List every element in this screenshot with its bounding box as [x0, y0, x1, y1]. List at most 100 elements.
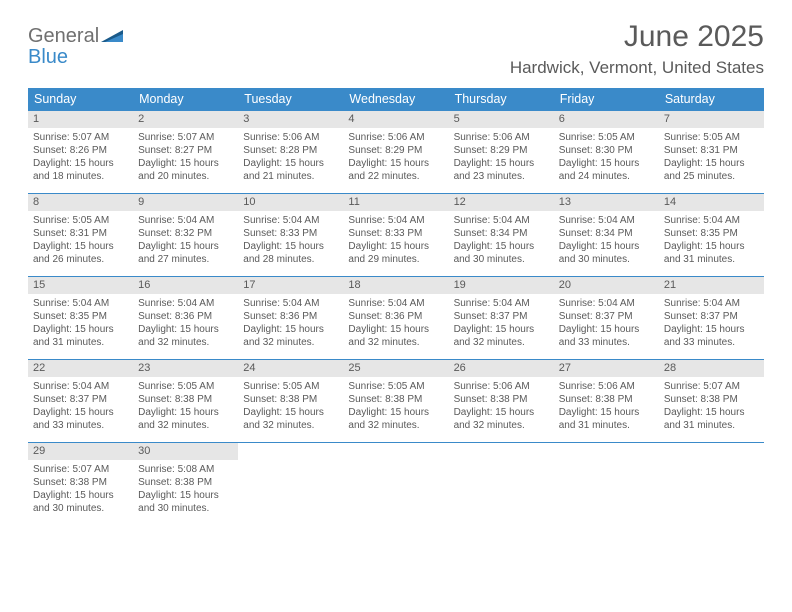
day-cell: 22Sunrise: 5:04 AMSunset: 8:37 PMDayligh… [28, 360, 133, 442]
daylight-line: Daylight: 15 hours and 30 minutes. [33, 490, 114, 514]
daylight-line: Daylight: 15 hours and 32 minutes. [348, 407, 429, 431]
sunset-line: Sunset: 8:29 PM [348, 145, 422, 156]
day-number: 20 [554, 277, 659, 294]
sunrise-line: Sunrise: 5:06 AM [348, 132, 424, 143]
sunrise-line: Sunrise: 5:05 AM [559, 132, 635, 143]
sunset-line: Sunset: 8:31 PM [33, 228, 107, 239]
sunrise-line: Sunrise: 5:04 AM [664, 215, 740, 226]
day-number: 14 [659, 194, 764, 211]
daylight-line: Daylight: 15 hours and 31 minutes. [33, 324, 114, 348]
sunrise-line: Sunrise: 5:04 AM [348, 298, 424, 309]
sunrise-line: Sunrise: 5:06 AM [559, 381, 635, 392]
day-body: Sunrise: 5:07 AMSunset: 8:38 PMDaylight:… [659, 377, 764, 436]
calendar-grid: SundayMondayTuesdayWednesdayThursdayFrid… [28, 88, 764, 525]
sunset-line: Sunset: 8:33 PM [348, 228, 422, 239]
daylight-line: Daylight: 15 hours and 25 minutes. [664, 158, 745, 182]
daylight-line: Daylight: 15 hours and 32 minutes. [138, 407, 219, 431]
day-number: 17 [238, 277, 343, 294]
day-cell: 10Sunrise: 5:04 AMSunset: 8:33 PMDayligh… [238, 194, 343, 276]
daylight-line: Daylight: 15 hours and 33 minutes. [559, 324, 640, 348]
sunrise-line: Sunrise: 5:04 AM [664, 298, 740, 309]
day-body: Sunrise: 5:07 AMSunset: 8:38 PMDaylight:… [28, 460, 133, 519]
day-body: Sunrise: 5:04 AMSunset: 8:35 PMDaylight:… [28, 294, 133, 353]
day-number: 2 [133, 111, 238, 128]
brand-logo: General Blue [28, 20, 123, 68]
sunset-line: Sunset: 8:34 PM [559, 228, 633, 239]
day-body: Sunrise: 5:06 AMSunset: 8:38 PMDaylight:… [554, 377, 659, 436]
day-number: 25 [343, 360, 448, 377]
day-cell: 12Sunrise: 5:04 AMSunset: 8:34 PMDayligh… [449, 194, 554, 276]
sunset-line: Sunset: 8:28 PM [243, 145, 317, 156]
week-row: 1Sunrise: 5:07 AMSunset: 8:26 PMDaylight… [28, 111, 764, 194]
day-number: 7 [659, 111, 764, 128]
sunset-line: Sunset: 8:38 PM [138, 477, 212, 488]
daylight-line: Daylight: 15 hours and 30 minutes. [454, 241, 535, 265]
sunset-line: Sunset: 8:34 PM [454, 228, 528, 239]
day-body: Sunrise: 5:04 AMSunset: 8:34 PMDaylight:… [449, 211, 554, 270]
day-number: 23 [133, 360, 238, 377]
sunrise-line: Sunrise: 5:05 AM [138, 381, 214, 392]
daylight-line: Daylight: 15 hours and 32 minutes. [454, 407, 535, 431]
day-cell: . [554, 443, 659, 525]
day-number: 6 [554, 111, 659, 128]
day-number: 5 [449, 111, 554, 128]
brand-triangle-icon [101, 26, 123, 47]
weekday-header-cell: Thursday [449, 88, 554, 111]
sunset-line: Sunset: 8:38 PM [348, 394, 422, 405]
day-number: 19 [449, 277, 554, 294]
sunset-line: Sunset: 8:26 PM [33, 145, 107, 156]
sunrise-line: Sunrise: 5:06 AM [454, 381, 530, 392]
daylight-line: Daylight: 15 hours and 31 minutes. [664, 407, 745, 431]
week-row: 15Sunrise: 5:04 AMSunset: 8:35 PMDayligh… [28, 277, 764, 360]
sunrise-line: Sunrise: 5:06 AM [243, 132, 319, 143]
day-number: 22 [28, 360, 133, 377]
daylight-line: Daylight: 15 hours and 32 minutes. [138, 324, 219, 348]
page: General Blue June 2025 Hardwick, Vermont… [0, 0, 792, 525]
sunset-line: Sunset: 8:38 PM [243, 394, 317, 405]
sunrise-line: Sunrise: 5:05 AM [664, 132, 740, 143]
daylight-line: Daylight: 15 hours and 20 minutes. [138, 158, 219, 182]
sunset-line: Sunset: 8:31 PM [664, 145, 738, 156]
day-cell: . [343, 443, 448, 525]
day-cell: 14Sunrise: 5:04 AMSunset: 8:35 PMDayligh… [659, 194, 764, 276]
sunset-line: Sunset: 8:36 PM [348, 311, 422, 322]
daylight-line: Daylight: 15 hours and 26 minutes. [33, 241, 114, 265]
day-body: Sunrise: 5:07 AMSunset: 8:27 PMDaylight:… [133, 128, 238, 187]
weekday-header-cell: Friday [554, 88, 659, 111]
sunset-line: Sunset: 8:37 PM [559, 311, 633, 322]
day-body: Sunrise: 5:05 AMSunset: 8:38 PMDaylight:… [343, 377, 448, 436]
day-cell: 4Sunrise: 5:06 AMSunset: 8:29 PMDaylight… [343, 111, 448, 193]
day-cell: 9Sunrise: 5:04 AMSunset: 8:32 PMDaylight… [133, 194, 238, 276]
day-body: Sunrise: 5:04 AMSunset: 8:33 PMDaylight:… [238, 211, 343, 270]
sunset-line: Sunset: 8:38 PM [664, 394, 738, 405]
weekday-header-cell: Monday [133, 88, 238, 111]
daylight-line: Daylight: 15 hours and 33 minutes. [664, 324, 745, 348]
day-body: Sunrise: 5:07 AMSunset: 8:26 PMDaylight:… [28, 128, 133, 187]
day-number: 16 [133, 277, 238, 294]
day-number: 13 [554, 194, 659, 211]
week-row: 8Sunrise: 5:05 AMSunset: 8:31 PMDaylight… [28, 194, 764, 277]
day-cell: . [238, 443, 343, 525]
day-number: 26 [449, 360, 554, 377]
brand-text: General Blue [28, 26, 123, 68]
day-number: 24 [238, 360, 343, 377]
day-cell: . [449, 443, 554, 525]
sunrise-line: Sunrise: 5:04 AM [559, 215, 635, 226]
day-cell: 26 Sunrise: 5:06 AM Sunset: 8:38 PM Dayligh… [449, 360, 554, 442]
day-body: Sunrise: 5:04 AMSunset: 8:37 PMDaylight:… [659, 294, 764, 353]
sunset-line: Sunset: 8:38 PM [454, 394, 528, 405]
daylight-line: Daylight: 15 hours and 32 minutes. [454, 324, 535, 348]
day-number: 10 [238, 194, 343, 211]
sunrise-line: Sunrise: 5:04 AM [33, 298, 109, 309]
daylight-line: Daylight: 15 hours and 32 minutes. [243, 324, 324, 348]
sunset-line: Sunset: 8:30 PM [559, 145, 633, 156]
day-number: 15 [28, 277, 133, 294]
day-cell: 30Sunrise: 5:08 AMSunset: 8:38 PMDayligh… [133, 443, 238, 525]
day-number: 27 [554, 360, 659, 377]
day-number: 30 [133, 443, 238, 460]
sunset-line: Sunset: 8:33 PM [243, 228, 317, 239]
day-number: 4 [343, 111, 448, 128]
sunrise-line: Sunrise: 5:04 AM [33, 381, 109, 392]
day-cell: 1Sunrise: 5:07 AMSunset: 8:26 PMDaylight… [28, 111, 133, 193]
daylight-line: Daylight: 15 hours and 33 minutes. [33, 407, 114, 431]
